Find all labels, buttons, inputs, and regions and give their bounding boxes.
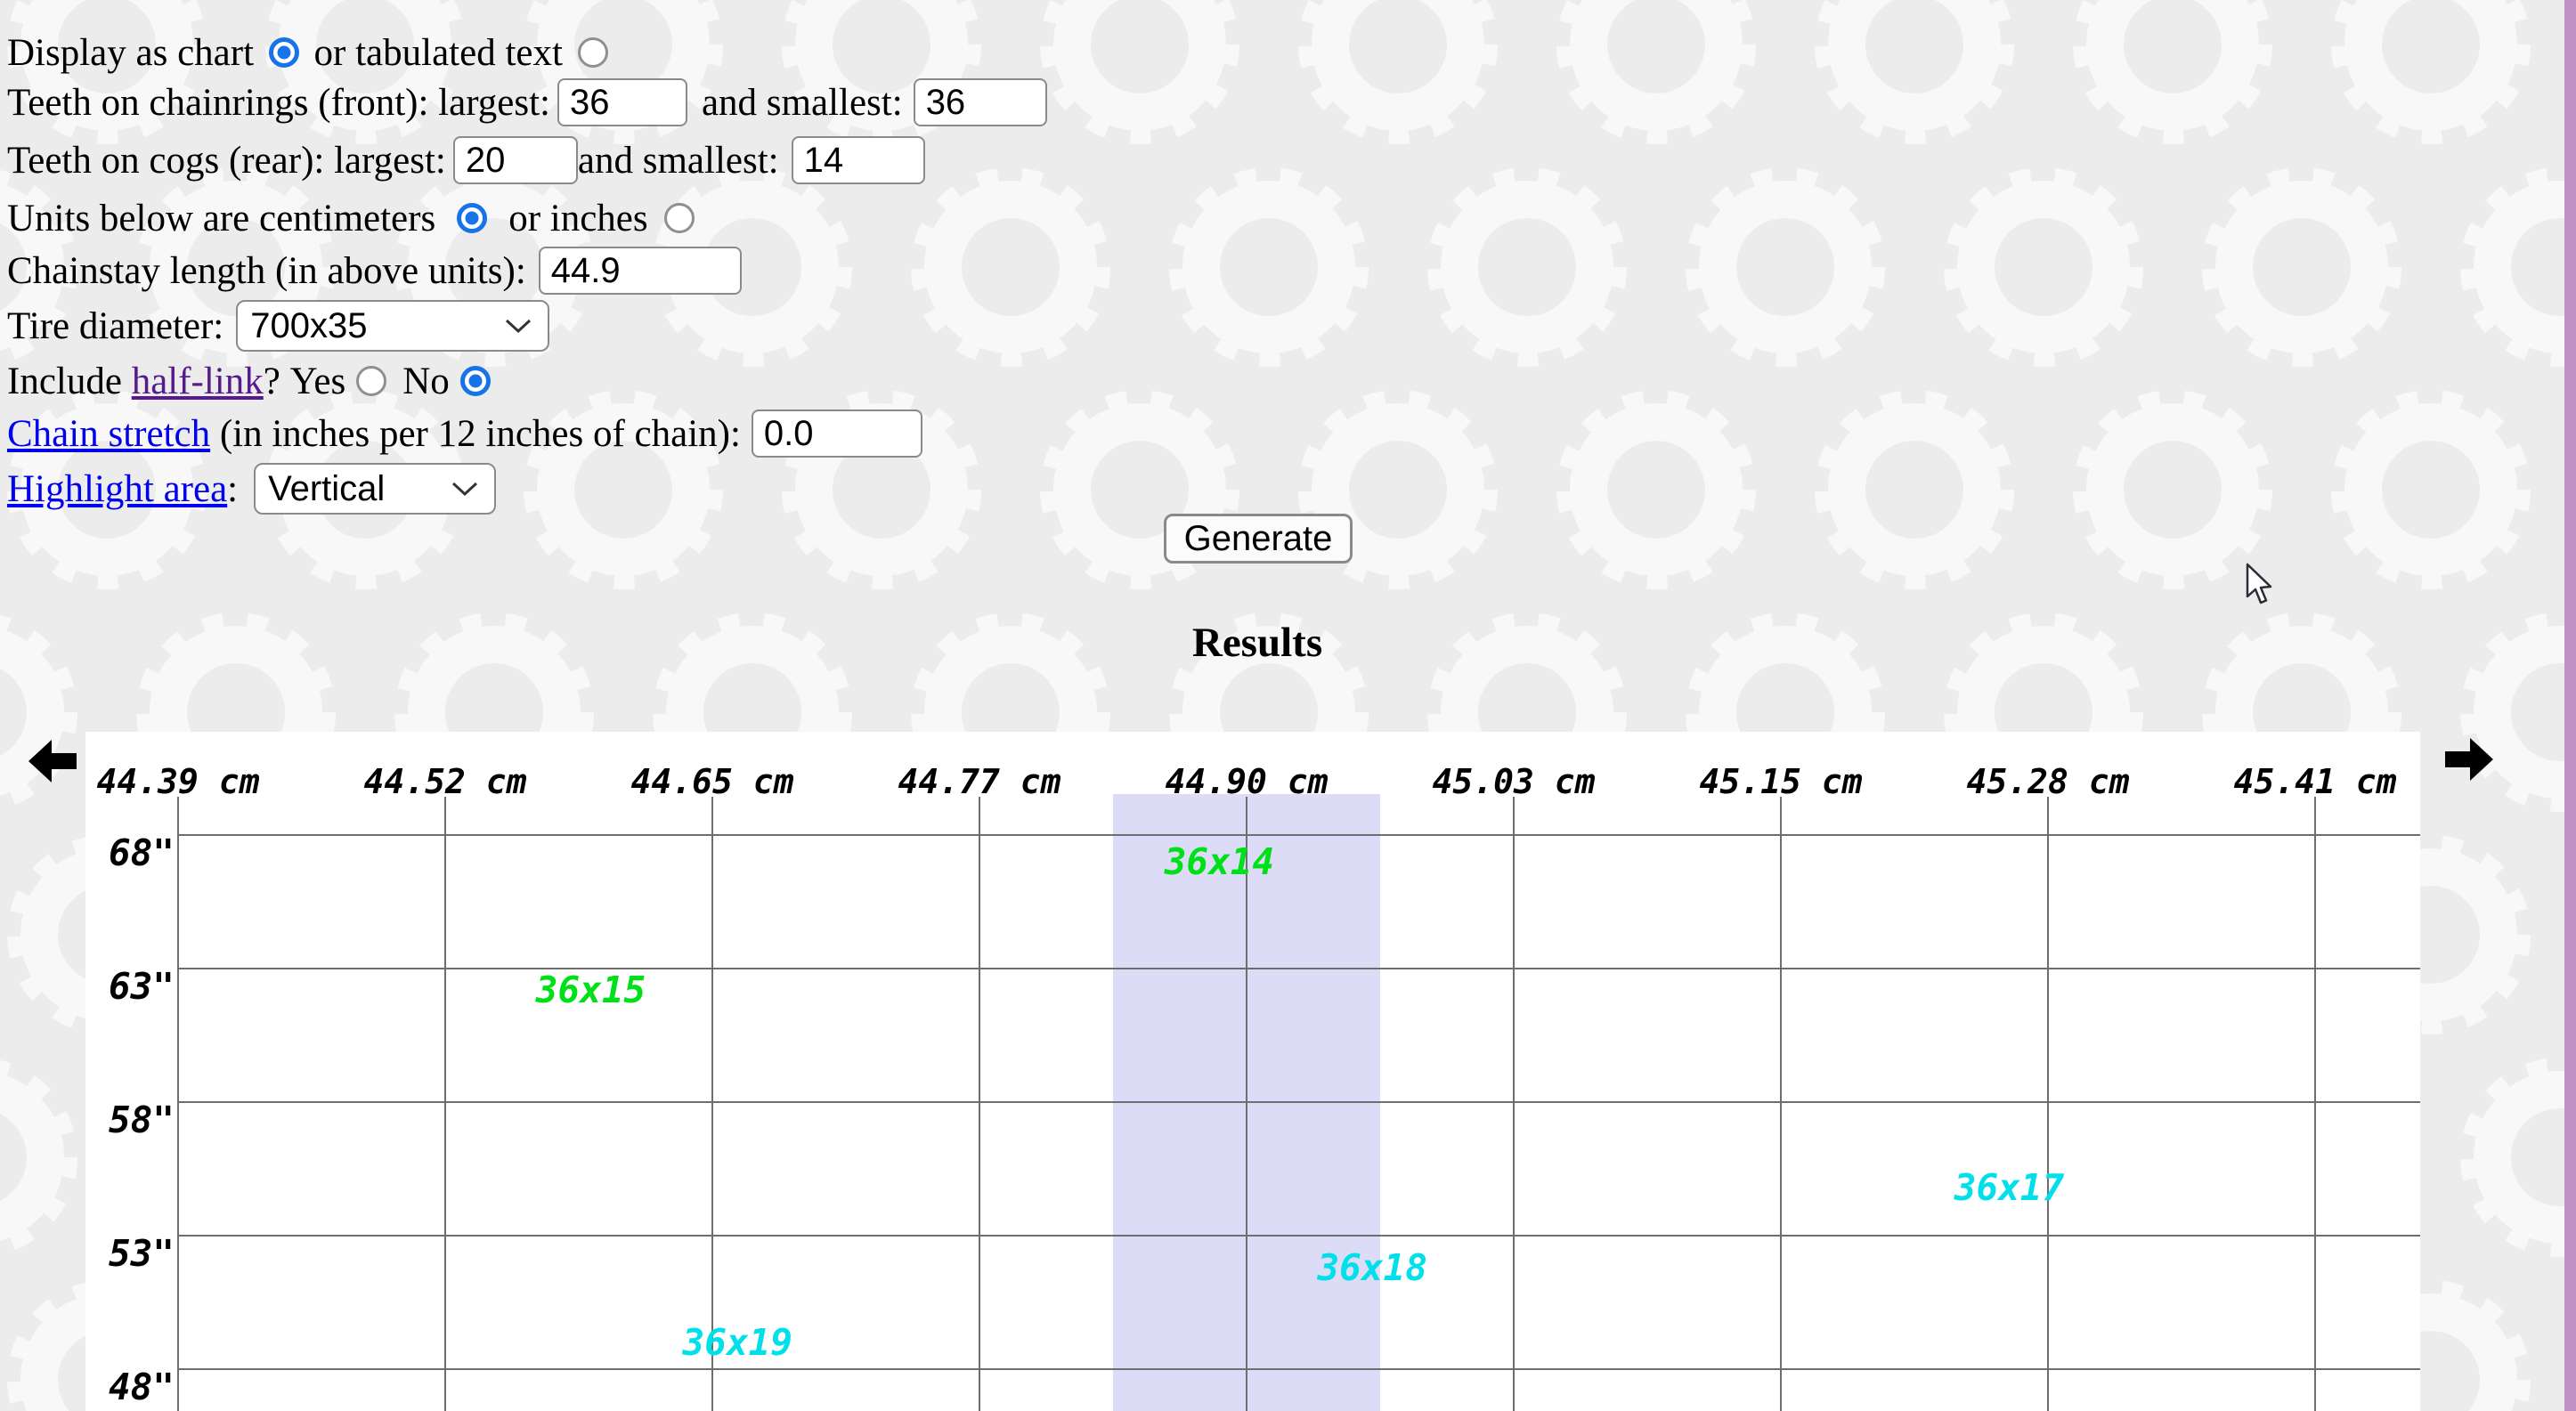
x-grid-line (979, 797, 980, 1411)
x-tick-label: 44.39 cm (96, 762, 260, 801)
x-tick-label: 45.15 cm (1699, 762, 1863, 801)
x-grid-line (1780, 797, 1782, 1411)
x-grid-line (2047, 797, 2049, 1411)
chain-stretch-row: Chain stretch (in inches per 12 inches o… (7, 407, 922, 460)
x-grid-line (1246, 797, 1247, 1411)
cogs-and-smallest-label: and smallest: (577, 139, 779, 182)
y-tick-label: 58" (108, 1099, 175, 1141)
units-inches-radio[interactable] (663, 203, 695, 233)
x-tick-label: 44.90 cm (1165, 762, 1329, 801)
chainrings-label: Teeth on chainrings (front): largest: (7, 81, 550, 124)
yes-label: Yes (289, 360, 346, 402)
gear-combo-label: 36x18 (1317, 1246, 1427, 1289)
chainring-largest-input[interactable] (557, 78, 687, 126)
half-link-question: ? (263, 360, 290, 402)
cogs-label: Teeth on cogs (rear): largest: (7, 139, 446, 182)
x-grid-line (444, 797, 446, 1411)
x-grid-line (711, 797, 713, 1411)
highlight-area-value: Vertical (268, 468, 386, 508)
chain-stretch-link[interactable]: Chain stretch (7, 412, 211, 455)
no-label: No (402, 360, 450, 402)
y-grid-line (178, 1368, 2420, 1370)
chain-stretch-input[interactable] (751, 410, 922, 458)
scroll-chart-right-arrow[interactable] (2445, 737, 2493, 782)
chainrings-row: Teeth on chainrings (front): largest: an… (7, 76, 1047, 129)
x-tick-label: 45.03 cm (1432, 762, 1596, 801)
x-grid-line (1513, 797, 1515, 1411)
x-grid-line (2314, 797, 2316, 1411)
generate-button[interactable]: Generate (1164, 514, 1353, 564)
y-tick-label: 53" (108, 1232, 175, 1275)
gear-combo-label: 36x14 (1164, 840, 1275, 883)
results-chart-panel: 44.39 cm 44.52 cm 44.65 cm 44.77 cm 44.90 cm… (85, 732, 2420, 1411)
y-tick-label: 63" (108, 965, 175, 1008)
display-as-chart-radio[interactable] (268, 37, 299, 68)
y-grid-line (178, 1235, 2420, 1237)
display-mode-label: Display as chart (7, 31, 255, 74)
x-grid-line (177, 797, 179, 1411)
half-link-link[interactable]: half-link (131, 360, 264, 402)
highlight-area-link[interactable]: Highlight area (7, 467, 228, 510)
tire-diameter-select[interactable]: 700x35 (236, 300, 550, 352)
chainring-smallest-input[interactable] (913, 78, 1047, 126)
chainstay-label: Chainstay length (in above units): (7, 249, 526, 292)
chainstay-row: Chainstay length (in above units): (7, 244, 742, 297)
tire-row: Tire diameter: 700x35 (7, 299, 550, 353)
display-mode-row: Display as chart or tabulated text (7, 26, 614, 79)
highlight-area-colon: : (227, 467, 239, 510)
include-label: Include (7, 360, 132, 402)
highlight-area-row: Highlight area: Vertical (7, 462, 497, 515)
chain-stretch-rest: (in inches per 12 inches of chain): (210, 412, 741, 455)
x-tick-label: 44.65 cm (630, 762, 794, 801)
tabulated-text-label: or tabulated text (313, 31, 563, 74)
tire-diameter-value: 700x35 (250, 305, 368, 345)
gear-combo-label: 36x17 (1954, 1166, 2065, 1209)
y-tick-label: 48" (108, 1366, 175, 1408)
y-grid-line (178, 1101, 2420, 1103)
half-link-no-radio[interactable] (459, 366, 491, 396)
gear-combo-label: 36x15 (535, 969, 646, 1011)
tabulated-text-radio[interactable] (577, 37, 608, 68)
units-label: Units below are centimeters (7, 197, 436, 239)
chevron-down-icon (452, 482, 478, 497)
units-centimeters-radio[interactable] (457, 203, 488, 233)
results-heading: Results (1191, 620, 1323, 666)
units-row: Units below are centimeters or inches (7, 191, 700, 245)
y-tick-label: 68" (108, 831, 175, 874)
tire-diameter-label: Tire diameter: (7, 304, 224, 347)
x-tick-label: 45.28 cm (1966, 762, 2130, 801)
x-tick-label: 44.52 cm (363, 762, 527, 801)
cog-largest-input[interactable] (452, 136, 578, 184)
chevron-down-icon (506, 319, 532, 334)
half-link-row: Include half-link? Yes No (7, 354, 496, 408)
highlight-area-select[interactable]: Vertical (254, 463, 497, 515)
y-grid-line (178, 968, 2420, 969)
y-grid-line (178, 834, 2420, 836)
cogs-row: Teeth on cogs (rear): largest: and small… (7, 134, 925, 187)
vertical-scrollbar[interactable] (2564, 0, 2576, 1411)
units-inches-label: or inches (508, 197, 648, 239)
gear-combo-label: 36x19 (682, 1321, 792, 1364)
x-tick-label: 45.41 cm (2233, 762, 2397, 801)
mouse-cursor-pointer (2246, 563, 2272, 604)
scroll-chart-left-arrow[interactable] (28, 739, 77, 783)
chainstay-length-input[interactable] (538, 247, 742, 295)
cog-smallest-input[interactable] (791, 136, 925, 184)
chainrings-and-smallest-label: and smallest: (701, 81, 903, 124)
x-tick-label: 44.77 cm (898, 762, 1061, 801)
half-link-yes-radio[interactable] (356, 366, 387, 396)
